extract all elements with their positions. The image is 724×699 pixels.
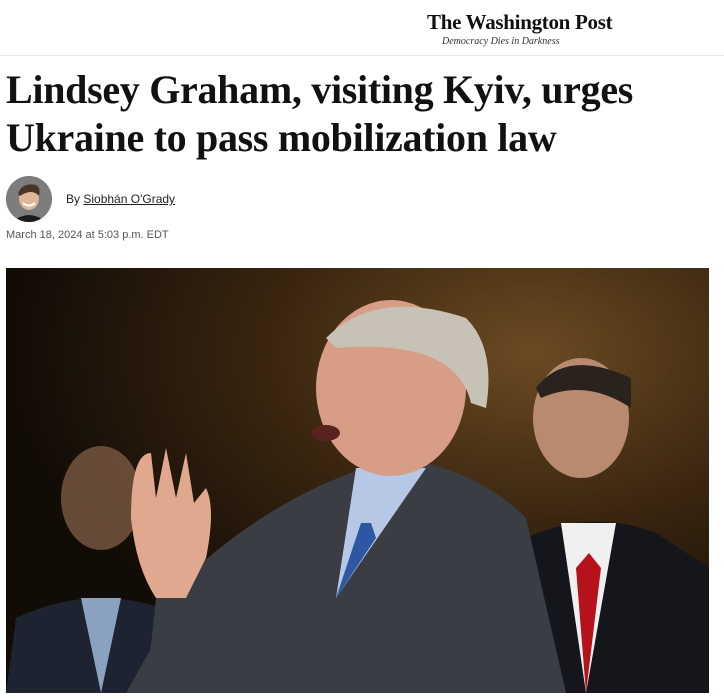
- washington-post-logo[interactable]: The Washington Post: [427, 10, 613, 34]
- headline: Lindsey Graham, visiting Kyiv, urges Ukr…: [6, 67, 634, 160]
- publish-date: March 18, 2024 at 5:03 p.m. EDT: [6, 229, 169, 241]
- author-row: By Siobhán O'Grady: [6, 176, 724, 222]
- author-avatar[interactable]: [6, 176, 52, 222]
- author-link[interactable]: Siobhán O'Grady: [83, 192, 176, 206]
- byline: By Siobhán O'Grady: [66, 191, 175, 207]
- lead-photo[interactable]: [6, 268, 709, 693]
- tagline: Democracy Dies in Darkness: [442, 36, 560, 47]
- masthead: The Washington Post Democracy Dies in Da…: [0, 0, 724, 56]
- byline-prefix: By: [66, 192, 81, 206]
